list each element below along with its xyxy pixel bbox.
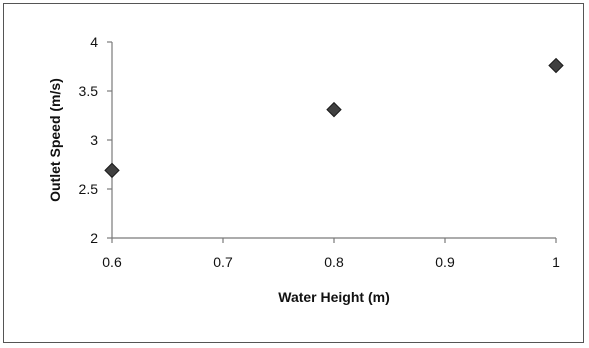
y-tick-labels: 2 2.5 3 3.5 4 xyxy=(79,34,99,246)
y-tick-label: 2 xyxy=(90,230,98,246)
data-point-diamond xyxy=(548,57,564,74)
x-tick-label: 0.7 xyxy=(213,254,233,270)
data-points xyxy=(104,57,564,179)
x-axis-title: Water Height (m) xyxy=(278,289,389,305)
data-point-diamond xyxy=(104,162,120,179)
x-tick-labels: 0.6 0.7 0.8 0.9 1 xyxy=(102,254,560,270)
y-axis-title: Outlet Speed (m/s) xyxy=(47,78,63,202)
data-point-diamond xyxy=(326,101,342,118)
axes xyxy=(107,41,557,243)
y-tick-label: 3 xyxy=(90,132,98,148)
chart-frame xyxy=(3,3,584,343)
y-tick-label: 2.5 xyxy=(79,181,99,197)
x-tick-label: 0.8 xyxy=(324,254,344,270)
x-tick-label: 0.9 xyxy=(435,254,455,270)
y-tick-label: 3.5 xyxy=(79,83,99,99)
x-tick-label: 1 xyxy=(552,254,560,270)
y-tick-label: 4 xyxy=(90,34,98,50)
x-tick-label: 0.6 xyxy=(102,254,122,270)
